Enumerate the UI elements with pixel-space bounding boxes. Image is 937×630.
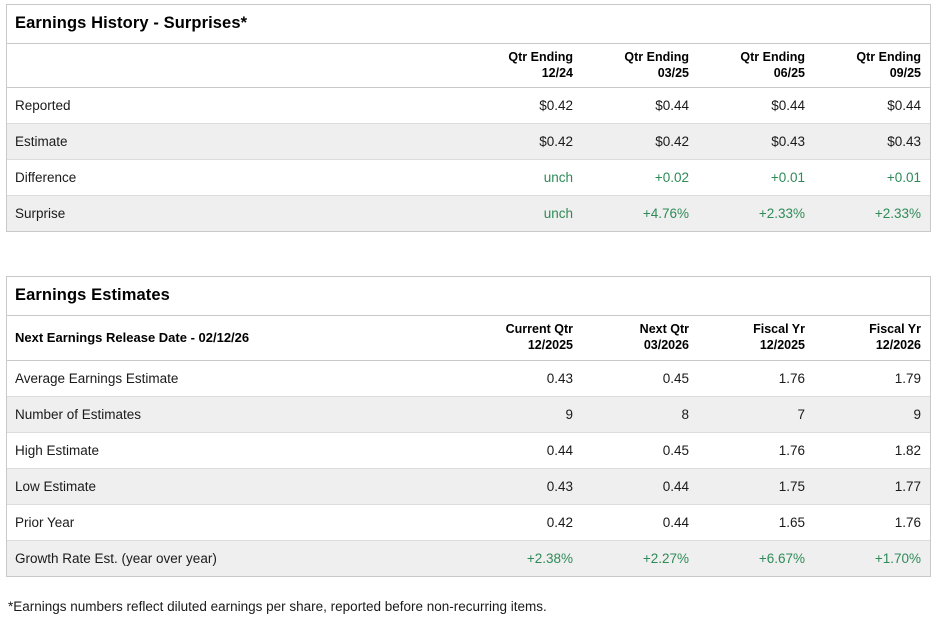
- cell-value: $0.42: [655, 134, 689, 150]
- cell-value: 1.76: [894, 514, 921, 530]
- cell-value: +2.33%: [758, 206, 805, 222]
- table-row-prior-year: Prior Year 0.42 0.44 1.65 1.76: [7, 504, 930, 540]
- earnings-history-table: Qtr Ending 12/24 Qtr Ending 03/25 Qtr En…: [7, 44, 930, 232]
- cell-value: +2.38%: [526, 550, 573, 566]
- cell-value: $0.42: [539, 98, 573, 114]
- earnings-estimates-table: Next Earnings Release Date - 02/12/26 Cu…: [7, 316, 930, 576]
- table-row-growth-rate: Growth Rate Est. (year over year) +2.38%…: [7, 540, 930, 576]
- table-row-estimate: Estimate $0.42 $0.42 $0.43 $0.43: [7, 123, 930, 160]
- cell-value: 8: [681, 406, 689, 422]
- cell-value: 0.45: [662, 442, 689, 458]
- cell-value: +2.27%: [642, 550, 689, 566]
- cell-value: $0.44: [655, 98, 689, 114]
- cell-value: 9: [913, 406, 921, 422]
- row-label: Growth Rate Est. (year over year): [15, 550, 217, 566]
- earnings-estimates-title: Earnings Estimates: [7, 277, 930, 317]
- cell-value: 0.44: [546, 442, 573, 458]
- cell-value: +0.01: [770, 170, 805, 186]
- table-row-low-estimate: Low Estimate 0.43 0.44 1.75 1.77: [7, 468, 930, 504]
- cell-value: 1.77: [894, 478, 921, 494]
- cell-value: 0.43: [546, 370, 573, 386]
- header-spacer: [7, 44, 466, 89]
- cell-value: 0.44: [662, 478, 689, 494]
- cell-value: 9: [565, 406, 573, 422]
- cell-value: $0.44: [771, 98, 805, 114]
- cell-value: 0.42: [546, 514, 573, 530]
- cell-value: 1.82: [894, 442, 921, 458]
- cell-value: 1.65: [778, 514, 805, 530]
- cell-value: 1.79: [894, 370, 921, 386]
- cell-value: 1.76: [778, 442, 805, 458]
- cell-value: +0.02: [654, 170, 689, 186]
- cell-value: $0.43: [771, 134, 805, 150]
- row-label: Reported: [15, 98, 71, 114]
- column-header-fiscal-yr-2025: Fiscal Yr 12/2025: [698, 316, 814, 361]
- row-label: Prior Year: [15, 514, 75, 530]
- cell-value: 0.44: [662, 514, 689, 530]
- column-header-current-qtr: Current Qtr 12/2025: [466, 316, 582, 361]
- cell-value: +1.70%: [874, 550, 921, 566]
- cell-value: 1.75: [778, 478, 805, 494]
- column-header-next-qtr: Next Qtr 03/2026: [582, 316, 698, 361]
- cell-value: +2.33%: [874, 206, 921, 222]
- table-row-number-of-estimates: Number of Estimates 9 8 7 9: [7, 396, 930, 432]
- table-row-high-estimate: High Estimate 0.44 0.45 1.76 1.82: [7, 432, 930, 468]
- column-header-fiscal-yr-2026: Fiscal Yr 12/2026: [814, 316, 930, 361]
- cell-value: 1.76: [778, 370, 805, 386]
- cell-value: 7: [797, 406, 805, 422]
- row-label: Low Estimate: [15, 478, 97, 494]
- cell-value: +0.01: [886, 170, 921, 186]
- cell-value: $0.43: [887, 134, 921, 150]
- column-header-qtr-1224: Qtr Ending 12/24: [466, 44, 582, 89]
- cell-value: 0.43: [546, 478, 573, 494]
- table-row-difference: Difference unch +0.02 +0.01 +0.01: [7, 159, 930, 196]
- cell-value: unch: [543, 206, 573, 222]
- earnings-history-panel: Earnings History - Surprises* Qtr Ending…: [6, 4, 931, 233]
- earnings-history-title: Earnings History - Surprises*: [7, 5, 930, 44]
- cell-value: +6.67%: [758, 550, 805, 566]
- cell-value: +4.76%: [642, 206, 689, 222]
- footnote: *Earnings numbers reflect diluted earnin…: [8, 598, 547, 614]
- earnings-history-header-row: Qtr Ending 12/24 Qtr Ending 03/25 Qtr En…: [7, 44, 930, 89]
- cell-value: $0.42: [539, 134, 573, 150]
- next-earnings-release-date: Next Earnings Release Date - 02/12/26: [7, 316, 466, 361]
- column-header-qtr-0625: Qtr Ending 06/25: [698, 44, 814, 89]
- earnings-estimates-header-row: Next Earnings Release Date - 02/12/26 Cu…: [7, 316, 930, 361]
- table-row-average-estimate: Average Earnings Estimate 0.43 0.45 1.76…: [7, 360, 930, 396]
- row-label: Average Earnings Estimate: [15, 370, 179, 386]
- row-label: Estimate: [15, 134, 68, 150]
- row-label: High Estimate: [15, 442, 100, 458]
- row-label: Difference: [15, 170, 77, 186]
- cell-value: $0.44: [887, 98, 921, 114]
- earnings-estimates-panel: Earnings Estimates Next Earnings Release…: [6, 276, 931, 577]
- row-label: Surprise: [15, 206, 66, 222]
- column-header-qtr-0925: Qtr Ending 09/25: [814, 44, 930, 89]
- cell-value: 0.45: [662, 370, 689, 386]
- row-label: Number of Estimates: [15, 406, 142, 422]
- column-header-qtr-0325: Qtr Ending 03/25: [582, 44, 698, 89]
- table-row-surprise: Surprise unch +4.76% +2.33% +2.33%: [7, 195, 930, 232]
- table-row-reported: Reported $0.42 $0.44 $0.44 $0.44: [7, 88, 930, 124]
- cell-value: unch: [543, 170, 573, 186]
